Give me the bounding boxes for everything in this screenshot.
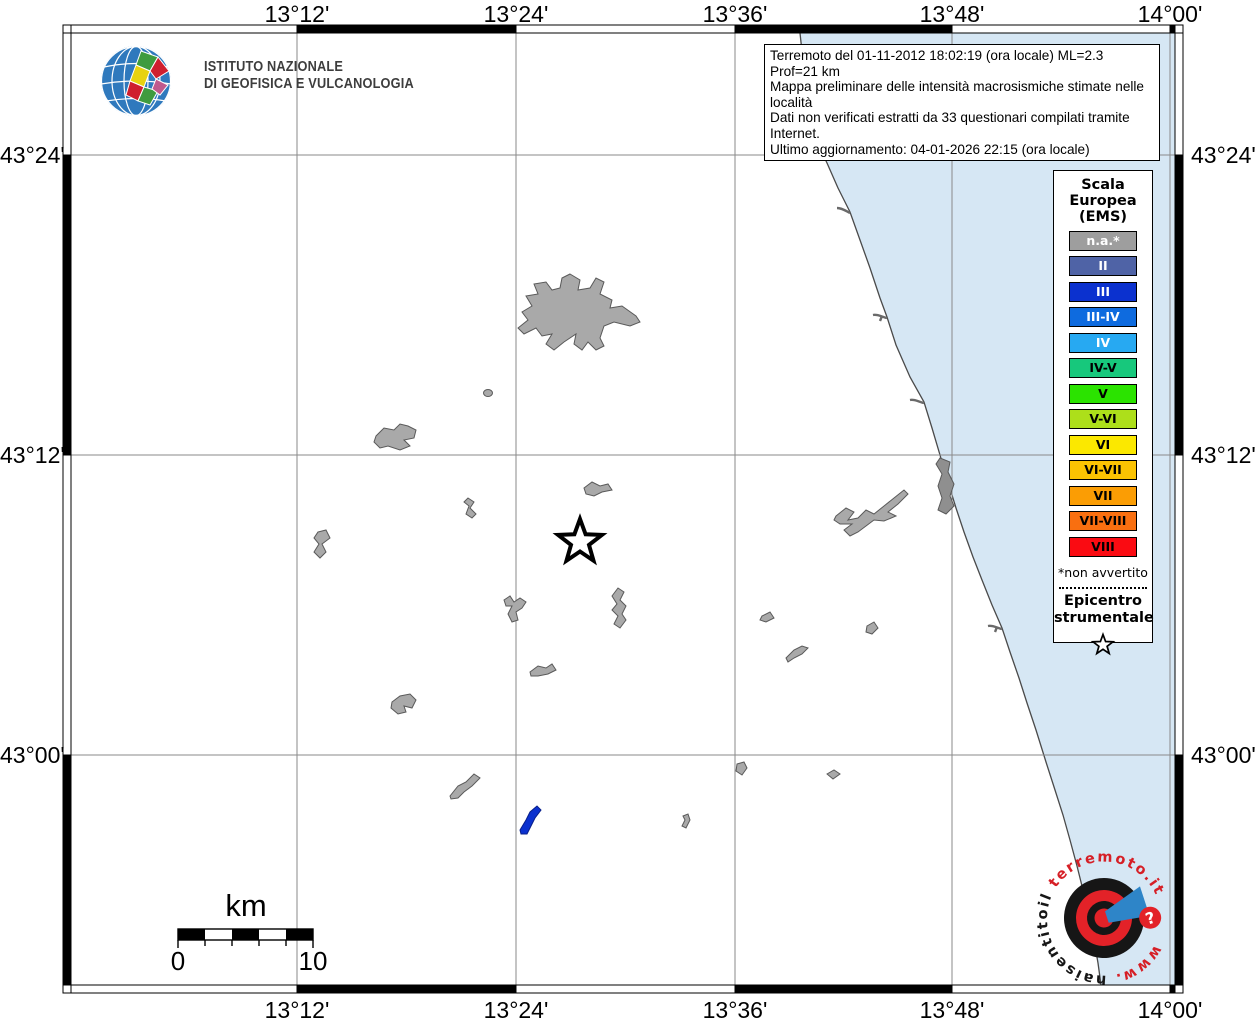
axis-label-top-3: 13°36' — [702, 1, 768, 27]
axis-label-right-3: 43°00' — [1191, 742, 1256, 768]
coastline — [799, 33, 1102, 985]
scale-bar-end: 10 — [299, 946, 328, 976]
legend-epicenter-label: Epicentro strumentale — [1054, 592, 1154, 627]
axis-label-left-1: 43°24' — [0, 142, 65, 168]
axis-label-left-3: 43°00' — [0, 742, 65, 768]
locality-polygon-intensity-iii — [519, 805, 542, 835]
axis-label-bottom-1: 13°12' — [264, 997, 330, 1023]
legend-item-VII-VIII: VII-VIII — [1069, 511, 1137, 531]
question-mark-icon — [1139, 906, 1162, 929]
legend-item-n.a.*: n.a.* — [1069, 230, 1137, 251]
locality-polygon — [503, 595, 527, 623]
axis-label-top-1: 13°12' — [264, 1, 330, 27]
graticule — [71, 33, 1175, 985]
locality-polygon — [517, 273, 641, 351]
locality-polygon — [759, 611, 775, 623]
locality-polygon — [483, 389, 493, 397]
locality-polygon — [833, 489, 909, 537]
legend-item-II: II — [1069, 256, 1137, 276]
locality-polygon — [390, 693, 417, 715]
axis-label-right-1: 43°24' — [1191, 142, 1256, 168]
axis-label-bottom-4: 13°48' — [919, 997, 985, 1023]
info-line-1: Terremoto del 01-11-2012 18:02:19 (ora l… — [770, 48, 1104, 79]
legend-item-IV-V: IV-V — [1069, 358, 1137, 378]
legend-epicenter-line-1: Epicentro — [1063, 592, 1143, 609]
info-line-4: Ultimo aggiornamento: 04-01-2026 22:15 (… — [770, 141, 1090, 157]
locality-polygon — [681, 813, 691, 829]
legend-items: n.a.* II III III-IV IV IV-V V V-VI VI VI-VII VII VI… — [1054, 230, 1152, 557]
locality-polygon — [313, 529, 331, 559]
ingv-wordmark: ISTITUTO NAZIONALE DI GEOFISICA E VULCAN… — [204, 59, 414, 92]
earthquake-info-box: Terremoto del 01-11-2012 18:02:19 (ora l… — [764, 44, 1160, 162]
legend-item-VI-VII: VI-VII — [1069, 460, 1137, 480]
scale-bar-start: 0 — [171, 946, 185, 976]
legend-item-III-IV: III-IV — [1069, 307, 1137, 327]
scale-bar: km 0 10 — [171, 888, 328, 976]
axis-label-top-2: 13°24' — [483, 1, 549, 27]
axis-label-top-5: 14°00' — [1137, 1, 1203, 27]
axis-label-right-2: 43°12' — [1191, 442, 1256, 468]
legend-item-V: V — [1069, 383, 1137, 404]
axis-label-bottom-3: 13°36' — [702, 997, 768, 1023]
info-line-2: Mappa preliminare delle intensità macros… — [770, 79, 1144, 110]
ingv-globe-icon — [100, 45, 172, 117]
locality-polygon — [935, 457, 955, 515]
epicenter-star-icon — [552, 513, 608, 566]
legend-title-line-1: Scala — [1081, 177, 1125, 193]
locality-polygons-na — [313, 273, 955, 829]
locality-polygon — [529, 663, 557, 677]
legend-title-line-2: Europea — [1069, 193, 1137, 209]
locality-polygon — [449, 773, 481, 800]
locality-polygon — [611, 587, 627, 629]
locality-polygon — [583, 481, 613, 497]
axis-label-bottom-2: 13°24' — [483, 997, 549, 1023]
map-frame — [62, 24, 1184, 994]
ingv-line2: DI GEOFISICA E VULCANOLOGIA — [204, 75, 414, 92]
intensity-legend: Scala Europea (EMS) n.a.* II III III-IV IV IV-V… — [1053, 170, 1154, 656]
axis-label-bottom-5: 14°00' — [1137, 997, 1203, 1023]
legend-title: Scala Europea (EMS) — [1054, 177, 1152, 225]
axis-label-left-2: 43°12' — [0, 442, 65, 468]
legend-item-IV: IV — [1069, 332, 1137, 353]
legend-item-VIII: VIII — [1069, 536, 1137, 557]
map-interior: www. haisentitoil terremoto.it ? — [71, 33, 1175, 985]
locality-polygon — [735, 761, 748, 776]
legend-item-VII: VII — [1069, 485, 1137, 506]
legend-item-VI: VI — [1069, 434, 1137, 455]
info-line-3: Dati non verificati estratti da 33 quest… — [770, 110, 1130, 141]
scale-bar-unit: km — [225, 888, 266, 923]
legend-epicenter-star-icon — [1090, 631, 1116, 656]
legend-epicenter-line-2: strumentale — [1054, 609, 1154, 626]
legend-divider — [1059, 586, 1147, 589]
legend-item-III: III — [1069, 281, 1137, 302]
ingv-logo: ISTITUTO NAZIONALE DI GEOFISICA E VULCAN… — [100, 45, 460, 120]
locality-polygon — [826, 769, 841, 780]
locality-polygon — [865, 621, 879, 635]
ingv-line1: ISTITUTO NAZIONALE — [204, 59, 344, 75]
locality-polygon — [463, 497, 477, 519]
beam-icon — [1104, 886, 1150, 923]
locality-polygon — [785, 645, 809, 663]
locality-polygon — [373, 423, 417, 451]
legend-item-V-VI: V-VI — [1069, 409, 1137, 429]
legend-title-line-3: (EMS) — [1078, 209, 1128, 225]
axis-label-top-4: 13°48' — [919, 1, 985, 27]
legend-footnote: *non avvertito — [1058, 564, 1148, 580]
